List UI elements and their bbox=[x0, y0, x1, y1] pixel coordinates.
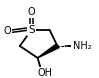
Text: O: O bbox=[28, 7, 36, 17]
Text: NH₂: NH₂ bbox=[73, 41, 91, 51]
Polygon shape bbox=[38, 44, 59, 58]
Text: O: O bbox=[3, 26, 11, 36]
Text: OH: OH bbox=[37, 68, 52, 78]
Text: S: S bbox=[28, 25, 35, 35]
